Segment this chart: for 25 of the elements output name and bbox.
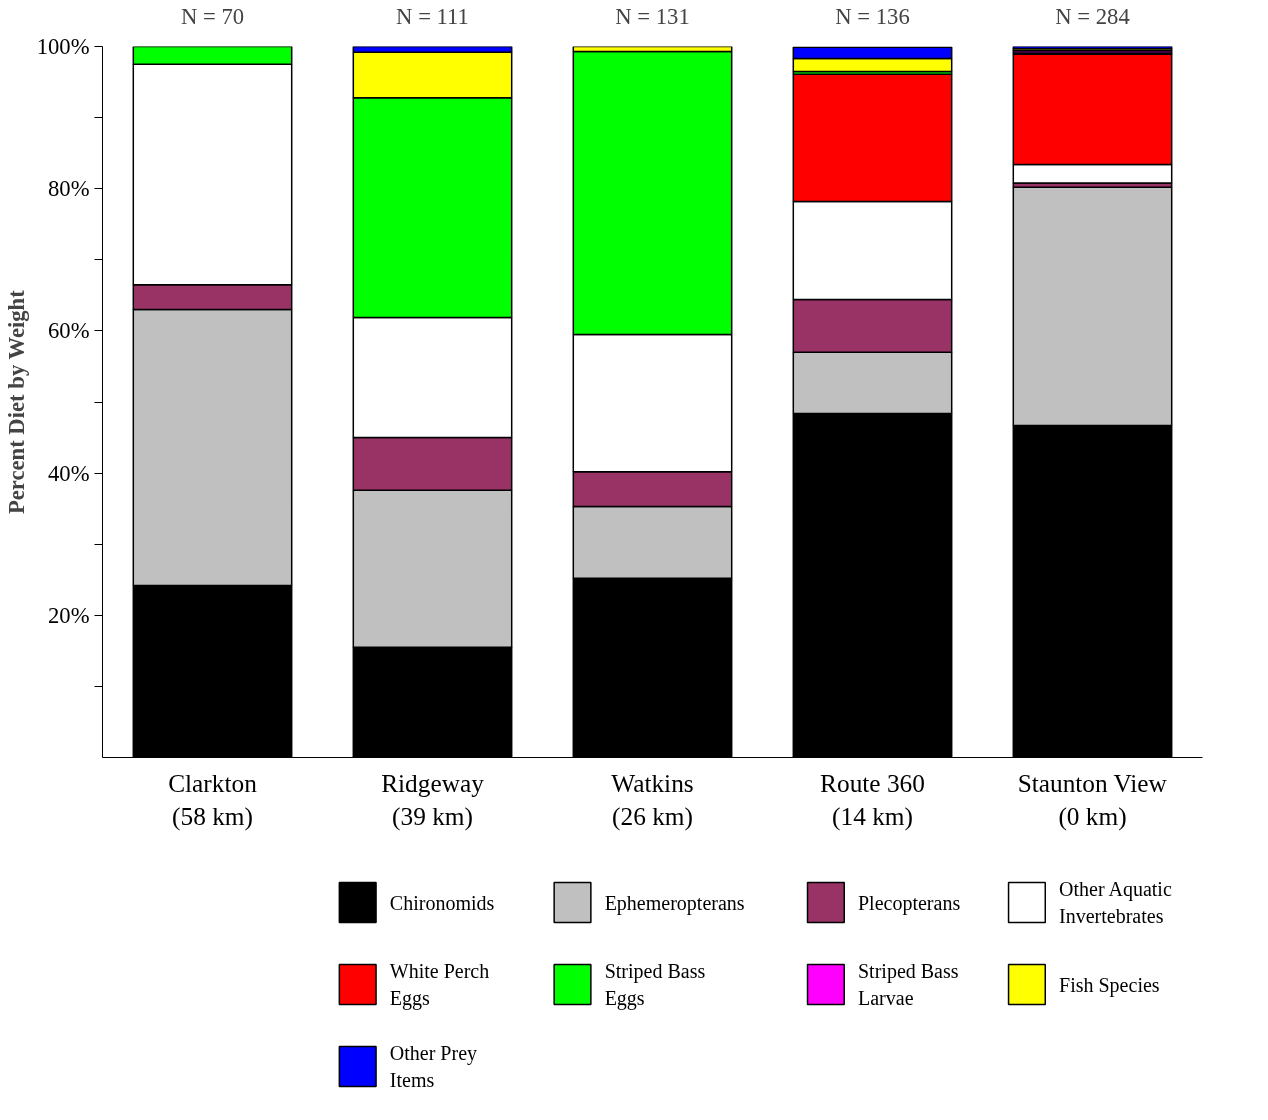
- x-tick-label: Ridgeway (39 km): [381, 768, 485, 832]
- text: N = 284: [1055, 3, 1130, 29]
- y-tick-label: 40%: [47, 460, 90, 486]
- text: N = 131: [615, 3, 690, 29]
- legend-label: White Perch Eggs: [389, 960, 490, 1010]
- y-tick-label: 20%: [47, 602, 90, 628]
- x-tick-label: Staunton View (0 km): [1017, 768, 1168, 832]
- x-tick-label: Clarkton (58 km): [168, 768, 258, 832]
- legend-label: Other Aquatic Invertebrates: [1059, 878, 1172, 927]
- y-tick-label: 100%: [36, 34, 90, 59]
- legend-label: Plecopterans: [858, 891, 961, 915]
- legend-label: Striped Bass Eggs: [604, 960, 706, 1010]
- legend-label: Ephemeropterans: [604, 891, 745, 915]
- legend-label: Striped Bass Larvae: [858, 960, 959, 1009]
- text: N = 136: [835, 3, 910, 29]
- legend-label: Fish Species: [1059, 973, 1160, 997]
- text: N = 70: [180, 3, 245, 29]
- x-tick-label: Watkins (26 km): [611, 768, 694, 832]
- legend-label: Chironomids: [389, 891, 495, 914]
- y-axis-title: Percent Diet by Weight: [3, 289, 29, 515]
- legend-label: Other Prey Items: [389, 1042, 478, 1091]
- x-tick-label: Route 360 (14 km): [820, 768, 925, 832]
- text: N = 111: [396, 3, 469, 29]
- y-tick-label: 60%: [47, 318, 90, 344]
- y-tick-label: 80%: [47, 176, 90, 202]
